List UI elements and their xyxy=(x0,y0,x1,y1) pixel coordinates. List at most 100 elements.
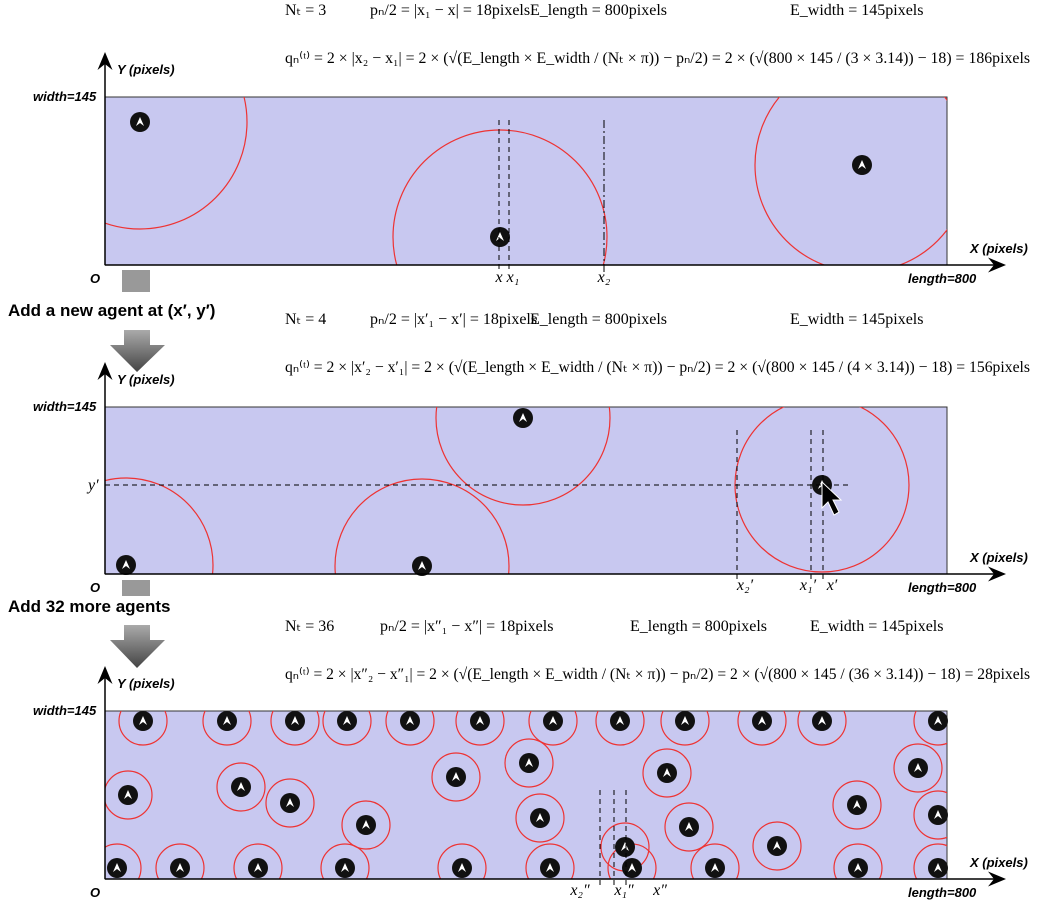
coverage-circle xyxy=(105,97,248,230)
agent-icon xyxy=(818,716,826,725)
agent-icon xyxy=(934,716,942,725)
agent-icon xyxy=(681,716,689,725)
coverage-circle xyxy=(515,793,565,843)
coverage-circle xyxy=(270,711,320,746)
coverage-circle xyxy=(202,711,252,746)
x-marker: x₂ xyxy=(597,269,611,286)
coverage-circle xyxy=(893,743,943,793)
length-label: length=800 xyxy=(908,271,977,286)
agent-icon xyxy=(418,561,426,570)
coverage-circle xyxy=(660,711,710,746)
agents xyxy=(105,97,947,265)
coverage-circle xyxy=(155,843,205,879)
y-axis-label: Y (pixels) xyxy=(117,62,175,77)
agent-icon xyxy=(341,863,349,872)
formula: Nₜ = 3 xyxy=(285,2,326,19)
agent-icon xyxy=(914,763,922,772)
x-marker: x₁″ xyxy=(613,882,634,899)
cursor xyxy=(821,480,843,516)
agent-icon xyxy=(476,716,484,725)
coverage-circle xyxy=(528,711,578,746)
agent-icon xyxy=(237,782,245,791)
coverage-circle xyxy=(435,407,611,506)
origin-label: O xyxy=(90,580,100,595)
coverage-circle xyxy=(233,843,283,879)
width-label: width=145 xyxy=(33,89,97,104)
agent-icon xyxy=(458,863,466,872)
x-marker: x₁′ xyxy=(799,577,817,594)
agent-icon xyxy=(536,813,544,822)
coverage-circle xyxy=(797,711,847,746)
agent-icon xyxy=(223,716,231,725)
formula: E_length = 800pixels xyxy=(530,311,667,328)
formula: qₙ⁽ᵗ⁾ = 2 × |x′₂ − x′₁| = 2 × (√(E_lengt… xyxy=(285,359,1030,376)
coverage-circle xyxy=(437,843,487,879)
x-marker: x₁ xyxy=(506,269,520,286)
agent-icon xyxy=(136,117,144,126)
agent-icon xyxy=(711,863,719,872)
formula: pₙ/2 = |x′₁ − x′| = 18pixels xyxy=(370,311,537,328)
coverage-circle xyxy=(341,800,391,850)
coverage-circle xyxy=(913,711,947,746)
coverage-circle xyxy=(664,802,714,852)
formula: Nₜ = 36 xyxy=(285,618,334,635)
agent-icon xyxy=(773,841,781,850)
agent-icon xyxy=(452,772,460,781)
x-axis-label: X (pixels) xyxy=(969,855,1028,870)
agent-icon xyxy=(663,768,671,777)
step-icon xyxy=(122,270,150,292)
coverage-circle xyxy=(752,821,802,871)
coverage-circle xyxy=(118,711,168,746)
coverage-circle xyxy=(320,843,370,879)
agents xyxy=(105,711,947,879)
coverage-circle xyxy=(385,711,435,746)
step-arrow xyxy=(110,330,165,372)
agent-icon xyxy=(628,863,636,872)
coverage-circle xyxy=(322,711,372,746)
x-axis-label: X (pixels) xyxy=(969,550,1028,565)
x-marker: x′ xyxy=(826,577,838,594)
coverage-circle xyxy=(833,843,883,879)
origin-label: O xyxy=(90,271,100,286)
environment xyxy=(104,96,948,266)
formula: E_width = 145pixels xyxy=(790,311,923,328)
agent-icon xyxy=(546,863,554,872)
agent-icon xyxy=(934,810,942,819)
coverage-circle xyxy=(105,843,142,879)
agent-icon xyxy=(525,758,533,767)
formula: pₙ/2 = |x″₁ − x″| = 18pixels xyxy=(380,618,553,635)
width-label: width=145 xyxy=(33,703,97,718)
coverage-circle xyxy=(431,752,481,802)
agent-icon xyxy=(854,863,862,872)
x-marker: x₂″ xyxy=(569,882,590,899)
y-marker: y′ xyxy=(86,477,99,494)
agent-icon xyxy=(519,413,527,422)
y-axis-label: Y (pixels) xyxy=(117,676,175,691)
agent-icon xyxy=(616,716,624,725)
agent-icon xyxy=(343,716,351,725)
formula: pₙ/2 = |x₁ − x| = 18pixels xyxy=(370,2,530,19)
agent-icon xyxy=(286,798,294,807)
formula: Nₜ = 4 xyxy=(285,311,326,328)
origin-label: O xyxy=(90,885,100,900)
step-arrow xyxy=(110,625,165,668)
coverage-circle xyxy=(525,843,575,879)
agent-icon xyxy=(406,716,414,725)
formula: qₙ⁽ᵗ⁾ = 2 × |x″₂ − x″₁| = 2 × (√(E_lengt… xyxy=(285,666,1030,683)
coverage-circle xyxy=(737,711,787,746)
agent-icon xyxy=(176,863,184,872)
agent-icon xyxy=(124,790,132,799)
formula: E_width = 145pixels xyxy=(810,618,943,635)
agent-icon xyxy=(291,716,299,725)
x-marker: x xyxy=(494,269,502,286)
formula: E_length = 800pixels xyxy=(630,618,767,635)
formula: E_width = 145pixels xyxy=(790,2,923,19)
agent-icon xyxy=(496,232,504,241)
agent-icon xyxy=(685,822,693,831)
environment xyxy=(104,710,948,880)
length-label: length=800 xyxy=(908,885,977,900)
coverage-circle xyxy=(105,770,153,820)
agent-icon xyxy=(934,863,942,872)
agent-icon xyxy=(621,842,629,851)
